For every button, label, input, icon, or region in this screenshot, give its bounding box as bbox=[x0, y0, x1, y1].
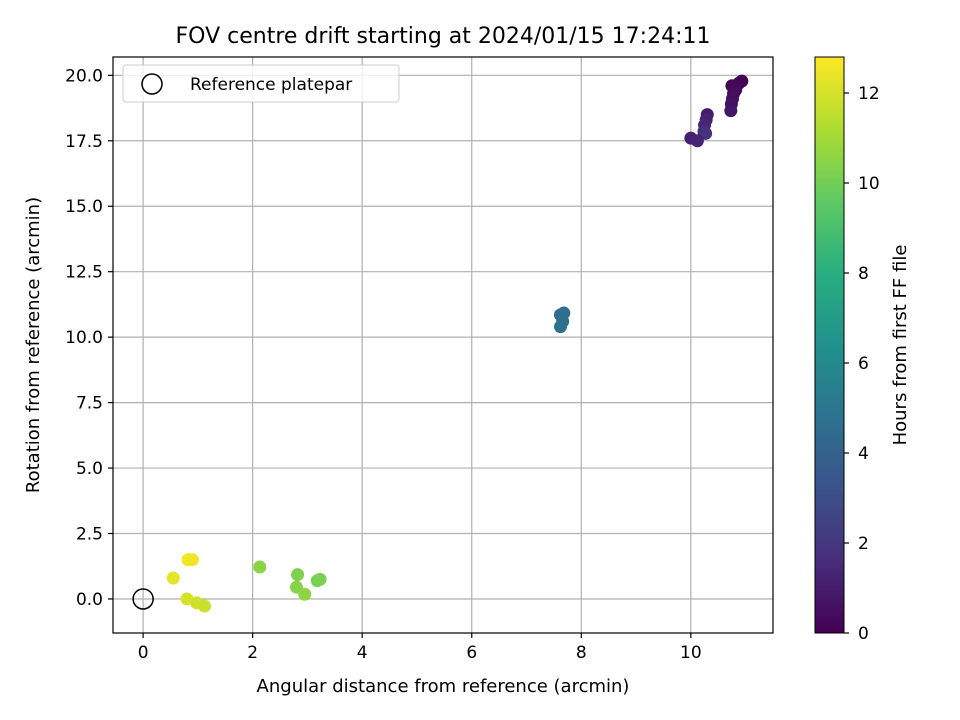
colorbar-tick-label: 8 bbox=[858, 264, 869, 284]
x-tick-label: 10 bbox=[680, 643, 702, 663]
x-tick-label: 2 bbox=[247, 643, 258, 663]
data-points bbox=[132, 74, 749, 613]
y-tick-label: 2.5 bbox=[76, 525, 103, 545]
colorbar-tick-label: 0 bbox=[858, 624, 869, 644]
chart-title: FOV centre drift starting at 2024/01/15 … bbox=[176, 24, 711, 49]
grid-lines bbox=[113, 57, 773, 633]
legend-marker-icon bbox=[141, 73, 163, 95]
legend-label: Reference platepar bbox=[190, 75, 352, 95]
colorbar-tick-label: 2 bbox=[858, 534, 869, 554]
x-tick-label: 4 bbox=[357, 643, 368, 663]
colorbar-tick-label: 6 bbox=[858, 354, 869, 374]
y-tick-label: 5.0 bbox=[76, 459, 103, 479]
x-tick-label: 6 bbox=[466, 643, 477, 663]
colorbar-tick-label: 12 bbox=[858, 84, 880, 104]
colorbar-gradient bbox=[814, 56, 845, 634]
legend-box bbox=[122, 64, 400, 103]
colorbar-tick-label: 4 bbox=[858, 444, 869, 464]
data-point bbox=[690, 134, 704, 148]
x-tick-label: 8 bbox=[576, 643, 587, 663]
y-tick-label: 10.0 bbox=[65, 328, 103, 348]
y-tick-label: 15.0 bbox=[65, 197, 103, 217]
colorbar-label: Hours from first FF file bbox=[890, 245, 911, 446]
x-tick-label: 0 bbox=[138, 643, 149, 663]
data-point bbox=[197, 599, 211, 613]
data-point bbox=[553, 320, 567, 334]
data-point bbox=[180, 592, 194, 606]
axes: 0 2 4 6 8 10 0.0 2.5 5.0 7.5 10.0 12.5 15.0 17.5 20.0 bbox=[65, 56, 774, 663]
data-point bbox=[313, 572, 327, 586]
data-point bbox=[166, 571, 180, 585]
data-point bbox=[724, 104, 738, 118]
data-point bbox=[291, 568, 305, 582]
plot-frame bbox=[112, 56, 774, 634]
data-point bbox=[298, 587, 312, 601]
y-tick-label: 7.5 bbox=[76, 394, 103, 414]
colorbar: 0 2 4 6 8 10 12 Hours from first FF file bbox=[814, 56, 911, 644]
data-point bbox=[185, 553, 199, 567]
y-axis-label: Rotation from reference (arcmin) bbox=[23, 197, 44, 493]
legend: Reference platepar bbox=[122, 64, 400, 103]
y-tick-label: 17.5 bbox=[65, 132, 103, 152]
colorbar-tick-label: 10 bbox=[858, 174, 880, 194]
colorbar-ticks: 0 2 4 6 8 10 12 bbox=[844, 84, 880, 644]
y-tick-label: 12.5 bbox=[65, 263, 103, 283]
reference-point bbox=[132, 588, 154, 610]
y-tick-label: 20.0 bbox=[65, 66, 103, 86]
x-axis-label: Angular distance from reference (arcmin) bbox=[257, 676, 630, 697]
data-point bbox=[253, 560, 267, 574]
y-tick-label: 0.0 bbox=[76, 590, 103, 610]
